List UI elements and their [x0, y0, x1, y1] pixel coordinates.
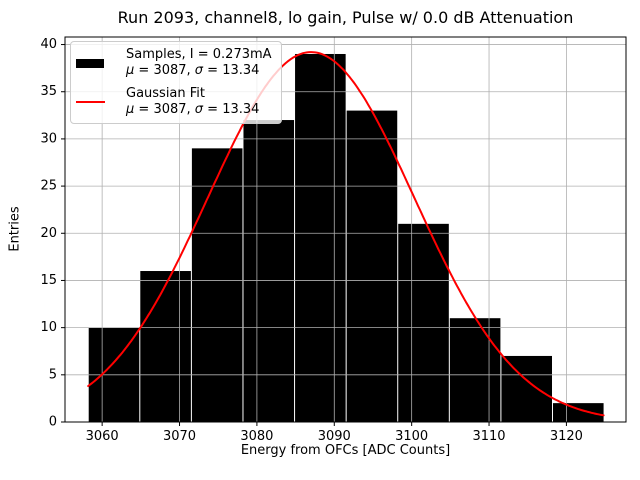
histogram-bar — [243, 120, 295, 422]
mu-symbol: μ — [126, 63, 135, 78]
y-tick-label: 40 — [40, 37, 57, 52]
samples-line-swatch — [76, 58, 104, 68]
x-tick-label: 3120 — [550, 429, 583, 444]
x-tick-label: 3070 — [163, 429, 196, 444]
sigma-value: = 13.34 — [203, 102, 260, 117]
y-tick-label: 30 — [40, 131, 57, 146]
sigma-symbol: σ — [194, 102, 204, 117]
sigma-value: = 13.34 — [203, 63, 260, 78]
y-tick-label: 35 — [40, 84, 57, 99]
y-tick-label: 15 — [40, 273, 57, 288]
legend-swatch-column — [76, 58, 126, 68]
histogram-bar — [398, 223, 449, 422]
legend-stats-samples: μ = 3087, σ = 13.34 — [126, 63, 272, 79]
chart-title: Run 2093, channel8, lo gain, Pulse w/ 0.… — [117, 8, 574, 27]
histogram-bar — [449, 318, 501, 422]
y-tick-label: 25 — [40, 179, 57, 194]
legend-box: Samples, I = 0.273mA μ = 3087, σ = 13.34… — [70, 41, 282, 124]
histogram-bar — [191, 148, 243, 422]
x-tick-label: 3110 — [472, 429, 505, 444]
histogram-bar — [295, 53, 346, 423]
y-tick-label: 5 — [49, 367, 57, 382]
y-tick-label: 0 — [49, 415, 57, 430]
y-tick-label: 20 — [40, 226, 57, 241]
x-tick-label: 3060 — [86, 429, 119, 444]
mu-value: = 3087, — [134, 102, 195, 117]
histogram-bar — [140, 271, 191, 422]
histogram-bar — [346, 110, 398, 422]
mu-symbol: μ — [126, 102, 135, 117]
legend-label-samples: Samples, I = 0.273mA — [126, 47, 272, 62]
x-tick-label: 3090 — [318, 429, 351, 444]
axes-frame — [64, 36, 627, 423]
mu-value: = 3087, — [134, 63, 195, 78]
legend-stats-gaussian-fit: μ = 3087, σ = 13.34 — [126, 102, 259, 118]
y-axis-label: Entries — [7, 206, 23, 252]
legend-swatch-column — [76, 101, 126, 103]
gaussian-fit-curve — [87, 51, 605, 417]
sigma-symbol: σ — [194, 63, 204, 78]
legend-entry-gaussian-fit: Gaussian Fit μ = 3087, σ = 13.34 — [76, 86, 272, 118]
histogram-bar — [501, 355, 552, 422]
legend-entry-samples: Samples, I = 0.273mA μ = 3087, σ = 13.34 — [76, 47, 272, 79]
y-tick-label: 10 — [40, 320, 57, 335]
gaussian-fit-line-swatch — [76, 101, 105, 103]
x-axis-label: Energy from OFCs [ADC Counts] — [240, 443, 451, 458]
legend-text-gaussian-fit: Gaussian Fit μ = 3087, σ = 13.34 — [126, 86, 259, 118]
x-tick-label: 3100 — [395, 429, 428, 444]
histogram-bar — [552, 403, 604, 422]
legend-label-gaussian-fit: Gaussian Fit — [126, 86, 206, 101]
x-tick-label: 3080 — [240, 429, 273, 444]
legend-text-samples: Samples, I = 0.273mA μ = 3087, σ = 13.34 — [126, 47, 272, 79]
